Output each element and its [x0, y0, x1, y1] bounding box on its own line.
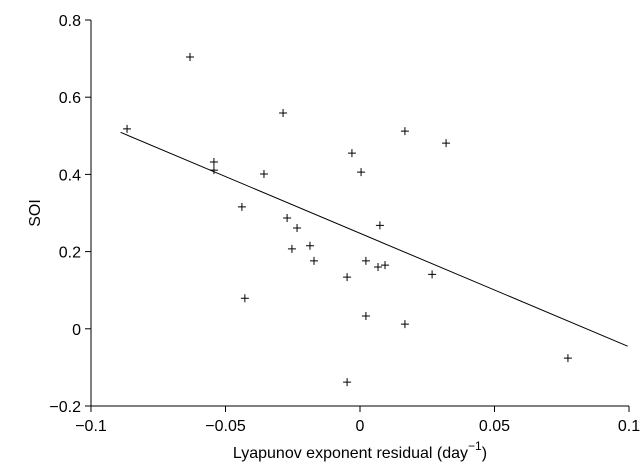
point — [283, 214, 292, 223]
point — [310, 256, 319, 265]
y-tick-label: 0.8 — [59, 13, 81, 30]
point — [428, 270, 437, 279]
x-tick-label: 0 — [356, 418, 365, 435]
y-tick-label: −0.2 — [49, 399, 81, 416]
point — [279, 109, 288, 118]
point — [343, 378, 352, 387]
point — [259, 170, 268, 179]
point — [209, 166, 218, 175]
point — [381, 261, 390, 270]
point — [347, 149, 356, 158]
x-axis-label-end: ) — [482, 445, 487, 462]
point — [400, 127, 409, 136]
point — [287, 244, 296, 253]
point — [361, 312, 370, 321]
x-tick-label: 0.05 — [479, 418, 510, 435]
point — [375, 221, 384, 230]
y-tick-label: 0.4 — [59, 167, 81, 184]
point — [305, 241, 314, 250]
x-axis-label: Lyapunov exponent residual (day−1) — [233, 439, 487, 462]
x-axis-label-sup: −1 — [468, 439, 482, 453]
x-axis-label-text: Lyapunov exponent residual (day — [233, 445, 468, 462]
y-tick-label: 0 — [72, 322, 81, 339]
x-tick-label: 0.1 — [618, 418, 640, 435]
point — [240, 294, 249, 303]
point — [123, 124, 132, 133]
point — [357, 168, 366, 177]
point — [209, 158, 218, 167]
x-tick-label: −0.1 — [75, 418, 107, 435]
point — [563, 354, 572, 363]
y-tick-label: 0.6 — [59, 90, 81, 107]
y-tick-label: 0.2 — [59, 245, 81, 262]
point — [442, 139, 451, 148]
point — [185, 53, 194, 62]
point — [343, 273, 352, 282]
point — [237, 202, 246, 211]
point — [361, 256, 370, 265]
point — [400, 320, 409, 329]
fit-line — [120, 131, 628, 347]
point — [293, 224, 302, 233]
y-axis-label: SOI — [27, 199, 44, 227]
point — [374, 263, 383, 272]
x-tick-label: −0.05 — [205, 418, 246, 435]
